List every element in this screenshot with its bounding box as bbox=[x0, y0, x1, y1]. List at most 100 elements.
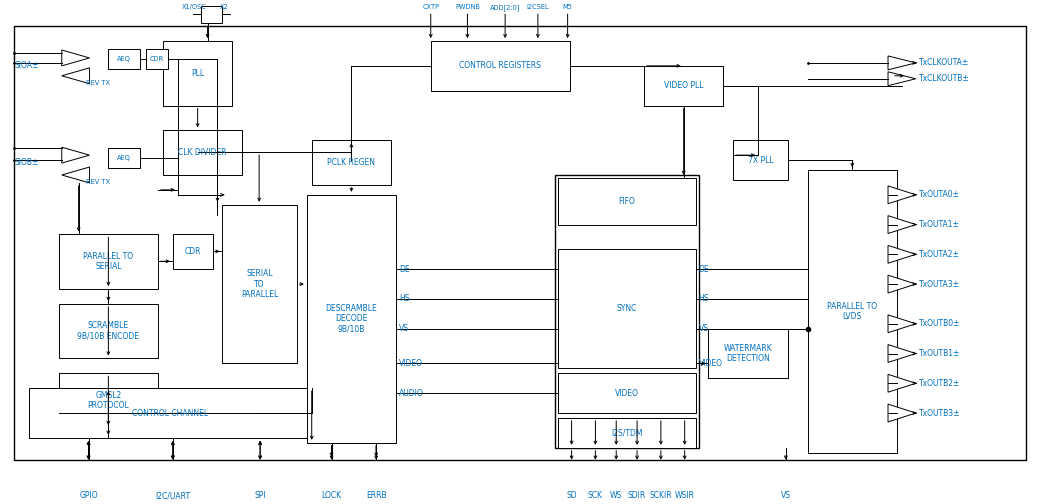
Polygon shape bbox=[62, 50, 90, 66]
Text: SERIAL
TO
PARALLEL: SERIAL TO PARALLEL bbox=[241, 269, 279, 299]
Bar bbox=[312, 140, 392, 185]
Text: AUDIO: AUDIO bbox=[399, 389, 424, 398]
Bar bbox=[808, 170, 897, 453]
Bar bbox=[307, 195, 396, 443]
Text: SIOB±: SIOB± bbox=[15, 158, 39, 167]
Text: TxOUTA1±: TxOUTA1± bbox=[919, 220, 959, 229]
Text: CLK DIVIDER: CLK DIVIDER bbox=[179, 148, 227, 157]
Bar bbox=[58, 234, 158, 289]
Text: M5: M5 bbox=[563, 5, 572, 11]
Text: TxCLKOUTB±: TxCLKOUTB± bbox=[919, 74, 970, 83]
Polygon shape bbox=[888, 216, 916, 233]
Bar bbox=[733, 140, 788, 180]
Text: VIDEO: VIDEO bbox=[615, 389, 639, 398]
Text: DE: DE bbox=[399, 265, 409, 274]
Text: SIOA±: SIOA± bbox=[15, 61, 39, 71]
Text: GPIO: GPIO bbox=[79, 491, 98, 500]
Polygon shape bbox=[888, 72, 916, 86]
Text: TxOUTB2±: TxOUTB2± bbox=[919, 379, 960, 388]
Bar bbox=[709, 329, 788, 379]
Bar bbox=[163, 41, 233, 105]
Text: TxOUTA3±: TxOUTA3± bbox=[919, 280, 959, 289]
Polygon shape bbox=[888, 186, 916, 204]
Bar bbox=[557, 418, 695, 448]
Bar bbox=[109, 49, 140, 69]
Text: VS: VS bbox=[781, 491, 791, 500]
Text: SYNC: SYNC bbox=[616, 304, 637, 313]
Text: PARALLEL TO
LVDS: PARALLEL TO LVDS bbox=[827, 302, 877, 321]
Text: WATERMARK
DETECTION: WATERMARK DETECTION bbox=[723, 344, 773, 363]
Polygon shape bbox=[888, 374, 916, 392]
Polygon shape bbox=[888, 245, 916, 263]
Text: SCKIR: SCKIR bbox=[649, 491, 672, 500]
Text: TxCLKOUTA±: TxCLKOUTA± bbox=[919, 58, 969, 68]
Text: TxOUTB0±: TxOUTB0± bbox=[919, 319, 960, 328]
Bar bbox=[644, 66, 723, 105]
Text: VIDEO: VIDEO bbox=[698, 359, 722, 368]
Bar bbox=[222, 205, 296, 363]
Bar bbox=[554, 175, 698, 448]
Text: SCK: SCK bbox=[588, 491, 602, 500]
Text: VIDEO: VIDEO bbox=[399, 359, 423, 368]
Text: GMSL2
PROTOCOL: GMSL2 PROTOCOL bbox=[88, 391, 129, 410]
Bar bbox=[200, 7, 222, 23]
Text: FIFO: FIFO bbox=[618, 197, 635, 206]
Polygon shape bbox=[888, 315, 916, 333]
Text: SPI: SPI bbox=[255, 491, 266, 500]
Text: WS: WS bbox=[610, 491, 622, 500]
Text: TxOUTB3±: TxOUTB3± bbox=[919, 409, 960, 417]
Bar bbox=[557, 249, 695, 368]
Text: X2: X2 bbox=[220, 5, 229, 11]
Text: PCLK REGEN: PCLK REGEN bbox=[328, 158, 376, 167]
Bar bbox=[173, 234, 213, 269]
Polygon shape bbox=[62, 147, 90, 163]
Text: CXTP: CXTP bbox=[422, 5, 440, 11]
Bar bbox=[557, 373, 695, 413]
Bar bbox=[163, 131, 242, 175]
Text: WSIR: WSIR bbox=[674, 491, 694, 500]
Text: PWDNB: PWDNB bbox=[455, 5, 480, 11]
Bar bbox=[109, 148, 140, 168]
Text: CONTROL CHANNEL: CONTROL CHANNEL bbox=[133, 409, 209, 417]
Text: ADD[2:0]: ADD[2:0] bbox=[490, 5, 520, 11]
Text: SD: SD bbox=[566, 491, 577, 500]
Text: I2CSEL: I2CSEL bbox=[526, 5, 549, 11]
Text: TxOUTA2±: TxOUTA2± bbox=[919, 250, 959, 259]
Text: DE: DE bbox=[698, 265, 709, 274]
Bar bbox=[431, 41, 570, 91]
Text: PARALLEL TO
SERIAL: PARALLEL TO SERIAL bbox=[84, 252, 134, 272]
Bar bbox=[15, 26, 1026, 460]
Text: 7X PLL: 7X PLL bbox=[748, 156, 774, 165]
Bar bbox=[58, 373, 158, 428]
Text: HS: HS bbox=[698, 294, 709, 303]
Text: SDIR: SDIR bbox=[627, 491, 646, 500]
Text: I2S/TDM: I2S/TDM bbox=[611, 428, 642, 437]
Text: I2C/UART: I2C/UART bbox=[156, 491, 190, 500]
Text: HS: HS bbox=[399, 294, 409, 303]
Bar bbox=[146, 49, 168, 69]
Text: ERRB: ERRB bbox=[365, 491, 386, 500]
Polygon shape bbox=[62, 167, 90, 183]
Text: CDR: CDR bbox=[150, 56, 164, 62]
Text: AEQ: AEQ bbox=[117, 155, 132, 161]
Text: TxOUTA0±: TxOUTA0± bbox=[919, 191, 959, 199]
Text: PLL: PLL bbox=[191, 69, 205, 78]
Text: TxOUTB1±: TxOUTB1± bbox=[919, 349, 960, 358]
Text: LOCK: LOCK bbox=[322, 491, 341, 500]
Text: CDR: CDR bbox=[185, 247, 200, 257]
Polygon shape bbox=[888, 404, 916, 422]
Text: VS: VS bbox=[698, 324, 709, 333]
Text: REV TX: REV TX bbox=[86, 179, 110, 185]
Polygon shape bbox=[888, 345, 916, 362]
Polygon shape bbox=[62, 68, 90, 84]
Polygon shape bbox=[888, 275, 916, 293]
Text: DESCRAMBLE
DECODE
9B/10B: DESCRAMBLE DECODE 9B/10B bbox=[326, 304, 377, 334]
Text: SCRAMBLE
9B/10B ENCODE: SCRAMBLE 9B/10B ENCODE bbox=[77, 322, 139, 341]
Text: AEQ: AEQ bbox=[117, 56, 132, 62]
Text: X1/OSC: X1/OSC bbox=[183, 5, 207, 11]
Text: CONTROL REGISTERS: CONTROL REGISTERS bbox=[459, 61, 541, 71]
Text: VIDEO PLL: VIDEO PLL bbox=[664, 81, 704, 90]
Polygon shape bbox=[888, 56, 916, 70]
Bar bbox=[29, 388, 312, 438]
Bar bbox=[58, 304, 158, 358]
